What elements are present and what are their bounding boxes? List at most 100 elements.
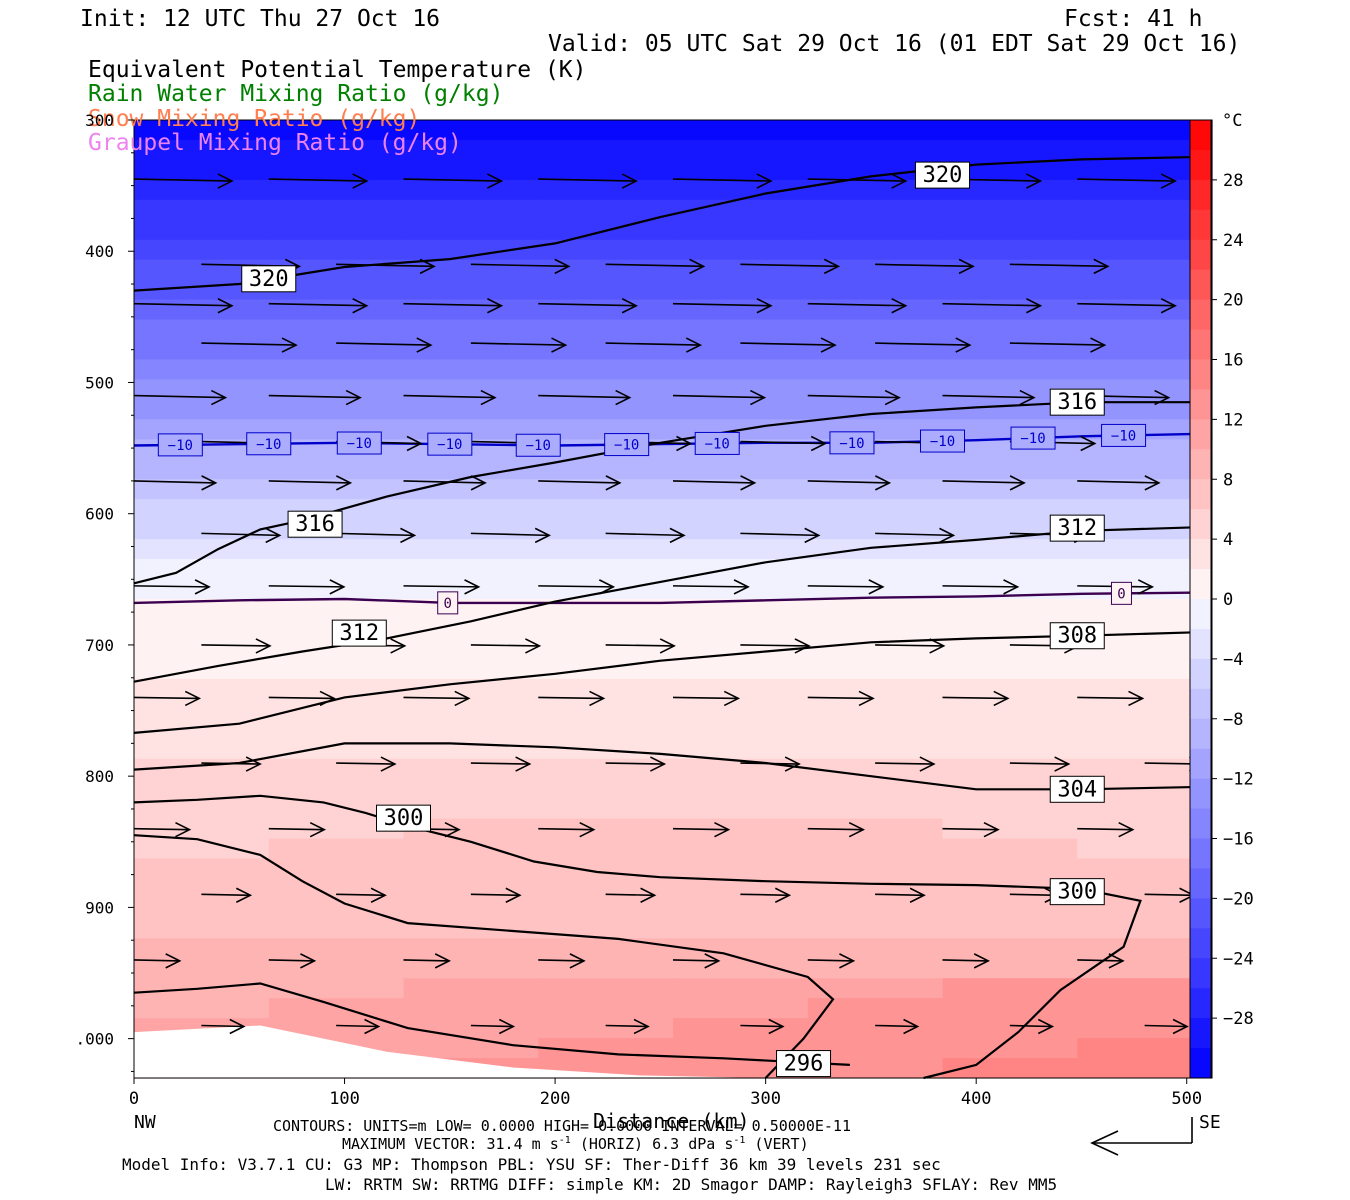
isotherm-label-box [1110,581,1132,605]
temperature-shading [134,120,1213,1079]
temperature-cell [673,139,809,161]
wind-arrow-head [1090,337,1107,353]
temperature-cell [1077,179,1213,201]
temperature-cell [268,998,405,1019]
wind-arrow-shaft [336,762,395,765]
temperature-cell [538,279,674,301]
temperature-cell [807,579,944,600]
temperature-cell [807,219,944,241]
wind-arrow-head [165,953,182,969]
temperature-cell [1077,998,1213,1019]
temperature-cell [807,499,944,520]
temperature-cell [1077,678,1213,700]
wind-arrow-head [470,475,487,491]
temperature-cell [538,199,674,221]
wind-arrow-head [400,527,417,544]
temperature-cell [673,738,809,760]
temperature-cell [807,718,944,740]
wind-arrow-head [589,690,606,707]
temperature-cell [538,579,674,600]
colorbar-tick-label: −24 [1223,949,1254,969]
temperature-cell [942,858,1078,880]
temperature-cell [807,339,944,361]
wind-arrow-head [487,173,504,189]
temperature-cell [942,718,1078,740]
wind-arrow-shaft [470,342,566,346]
temperature-cell [403,120,539,141]
wind-arrow-shaft [268,585,344,588]
wind-arrow-shaft [538,959,584,962]
temperature-cell [538,359,674,381]
y-tick-label: 700 [85,636,114,655]
temperature-cell [268,179,405,201]
temperature-cell [538,259,674,281]
temperature-cell [942,1038,1078,1059]
temperature-cell [807,918,944,939]
temperature-cell [134,219,270,241]
x-tick-label: 100 [329,1089,360,1109]
temperature-cell [134,998,270,1019]
wind-arrow-head [416,337,433,353]
temperature-cell [673,878,809,899]
isotherm-label-box [515,433,561,457]
temperature-cell [403,938,539,959]
theta-e-line [133,834,835,1079]
temperature-cell [134,120,270,141]
theta-e-label: 316 [1057,390,1097,415]
temperature-cell [807,519,944,540]
x-tick-label: 200 [540,1089,571,1109]
wind-arrow-head [1019,389,1036,406]
temperature-cell [268,698,405,720]
wind-arrow-head [640,887,657,903]
temperature-cell [268,539,405,560]
nw-label: NW [134,1112,156,1133]
temperature-cell [403,339,539,361]
isotherm-label-box [427,432,473,456]
wind-arrow-shaft [336,893,386,897]
model-info-line-1: Model Info: V3.7.1 CU: G3 MP: Thompson P… [122,1155,941,1174]
colorbar-swatch [1190,419,1211,450]
wind-arrow-shaft [1077,302,1176,307]
temperature-cell [268,778,405,800]
wind-arrow-head [983,821,1000,838]
temperature-cell [1077,798,1213,820]
wind-arrow-shaft [605,644,675,647]
wind-arrow-head [569,953,586,969]
temperature-cell [673,159,809,181]
temperature-cell [942,798,1078,820]
temperature-cell [268,738,405,760]
wind-arrow-shaft [268,959,315,962]
wind-arrow-head [669,527,686,544]
temperature-cell [942,379,1078,401]
temperature-cell [942,838,1078,860]
wind-arrow-shaft [672,480,755,484]
temperature-cell [538,519,674,540]
isotherm-label: −10 [256,437,281,453]
wind-arrow-shaft [538,394,630,399]
wind-arrow-shaft [1077,178,1176,182]
temperature-cell [538,818,674,840]
wind-arrow-head [406,435,423,452]
temperature-cell [538,499,674,520]
wind-arrow-shaft [268,480,351,484]
temperature-cell [942,998,1078,1019]
temperature-cell [1077,818,1213,840]
wind-arrow-head [300,953,317,969]
colorbar-swatch [1190,269,1211,301]
wind-arrow-head [919,756,936,772]
isotherm-label: −10 [347,436,372,452]
temperature-cell [673,838,809,860]
temperature-cell [268,559,405,580]
wind-arrow-shaft [672,302,771,307]
temperature-cell [134,878,270,899]
temperature-cell [807,958,944,979]
wind-arrow-shaft [133,696,200,700]
temperature-cell [673,519,809,540]
theta-e-line [133,155,1213,292]
wind-arrow-shaft [268,696,335,700]
temperature-cell [1077,459,1213,480]
isotherm-label: −10 [526,438,551,454]
temperature-cell [1077,1058,1213,1079]
isotherm-label: −10 [437,437,462,453]
temperature-cell [268,219,405,241]
